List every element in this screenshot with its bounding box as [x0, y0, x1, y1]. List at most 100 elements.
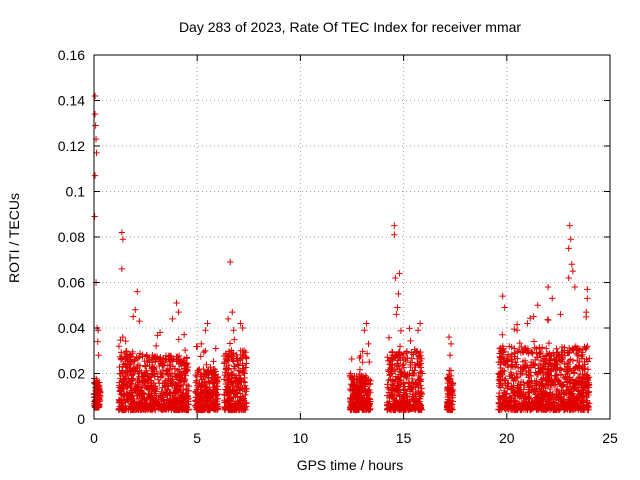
data-point — [145, 383, 152, 390]
data-point — [229, 370, 236, 378]
data-point — [501, 389, 508, 396]
data-point — [523, 404, 531, 412]
data-point — [150, 386, 157, 393]
data-point — [550, 349, 557, 356]
data-point — [242, 349, 249, 356]
data-point — [117, 356, 125, 363]
data-point — [444, 374, 452, 381]
data-point — [506, 402, 513, 409]
data-point — [444, 375, 451, 382]
data-point — [511, 401, 518, 409]
data-point — [353, 383, 360, 391]
data-point — [347, 404, 355, 412]
data-point — [156, 380, 163, 387]
data-point — [230, 394, 237, 401]
data-point — [212, 400, 220, 408]
data-point — [207, 394, 215, 402]
data-point — [530, 396, 538, 404]
data-point — [169, 393, 176, 401]
data-point — [124, 363, 132, 370]
data-point — [497, 396, 504, 403]
data-point — [543, 345, 550, 352]
data-point — [197, 353, 204, 360]
data-point — [521, 345, 529, 352]
data-point — [356, 354, 363, 362]
data-point — [447, 397, 455, 404]
data-point — [182, 372, 189, 379]
data-point — [120, 361, 127, 368]
data-point — [118, 349, 125, 356]
data-point — [389, 351, 396, 359]
data-point — [152, 342, 160, 350]
data-point — [175, 336, 182, 343]
data-point — [409, 391, 417, 398]
data-point — [527, 369, 534, 376]
data-point — [363, 396, 371, 403]
data-point — [541, 382, 549, 389]
data-point — [565, 357, 573, 365]
data-point-outlier — [118, 229, 126, 236]
data-point — [400, 386, 408, 393]
data-point — [496, 403, 503, 410]
data-point — [583, 356, 590, 363]
data-point — [141, 357, 148, 365]
data-point — [409, 405, 416, 412]
data-point — [577, 384, 585, 391]
data-point — [354, 390, 362, 397]
data-point — [495, 400, 503, 407]
data-point — [400, 350, 408, 357]
data-point — [574, 402, 581, 409]
data-point — [540, 374, 547, 382]
data-point — [394, 376, 401, 383]
data-point — [527, 358, 535, 366]
data-point — [141, 372, 149, 379]
data-point — [206, 389, 214, 396]
data-point — [406, 325, 413, 332]
data-point — [516, 339, 523, 347]
data-point — [410, 384, 417, 391]
data-point — [138, 372, 146, 380]
data-point — [193, 387, 200, 395]
data-point — [214, 395, 221, 402]
data-point — [496, 376, 504, 383]
data-point — [123, 377, 131, 385]
data-point — [393, 360, 401, 367]
data-point — [520, 399, 528, 407]
data-point — [119, 370, 126, 378]
data-point — [346, 373, 354, 381]
data-point — [549, 398, 557, 405]
data-point-outlier — [224, 315, 232, 323]
data-point — [348, 355, 355, 363]
data-point — [398, 393, 406, 400]
data-point — [366, 380, 374, 388]
data-point — [193, 377, 200, 385]
data-point — [586, 400, 593, 407]
y-tick-label: 0.04 — [58, 320, 85, 336]
data-point — [94, 385, 101, 393]
data-point — [584, 372, 591, 379]
data-point-outlier — [361, 327, 368, 334]
data-point — [411, 367, 418, 374]
data-point — [221, 358, 228, 366]
data-point — [115, 343, 123, 350]
data-point — [563, 378, 571, 386]
data-point — [417, 393, 424, 400]
data-point — [183, 381, 191, 389]
data-point-outlier — [530, 313, 537, 320]
data-point — [175, 379, 182, 386]
data-point — [204, 368, 211, 376]
data-point — [511, 325, 518, 333]
data-point — [400, 380, 408, 387]
data-point — [548, 381, 555, 388]
data-point — [123, 355, 131, 363]
data-point — [158, 388, 165, 395]
data-point — [413, 348, 420, 356]
data-point — [129, 397, 136, 404]
data-point — [230, 365, 238, 372]
data-point-outlier — [136, 317, 143, 325]
y-tick-label: 0.06 — [58, 275, 85, 291]
data-point — [551, 360, 558, 368]
data-point — [391, 396, 398, 403]
data-point — [578, 405, 585, 413]
data-point — [392, 387, 400, 395]
